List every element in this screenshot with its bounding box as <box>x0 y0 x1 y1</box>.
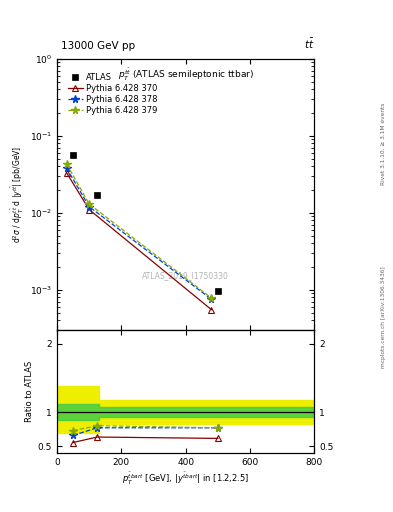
Pythia 6.428 378 <box>87 204 92 210</box>
ATLAS <box>215 288 220 294</box>
Text: ATLAS_2019_I1750330: ATLAS_2019_I1750330 <box>142 271 229 280</box>
Pythia 6.428 378 <box>209 296 214 303</box>
Legend: ATLAS, Pythia 6.428 370, Pythia 6.428 378, Pythia 6.428 379: ATLAS, Pythia 6.428 370, Pythia 6.428 37… <box>66 71 160 117</box>
Pythia 6.428 379 <box>87 201 92 207</box>
Line: ATLAS: ATLAS <box>70 152 221 294</box>
Line: Pythia 6.428 378: Pythia 6.428 378 <box>63 164 215 303</box>
Text: Rivet 3.1.10, ≥ 3.1M events: Rivet 3.1.10, ≥ 3.1M events <box>381 102 386 184</box>
Text: $p_T^{t\bar{t}}$ (ATLAS semileptonic ttbar): $p_T^{t\bar{t}}$ (ATLAS semileptonic ttb… <box>118 67 254 83</box>
Pythia 6.428 370 <box>209 307 214 313</box>
Pythia 6.428 370 <box>64 170 69 176</box>
Line: Pythia 6.428 379: Pythia 6.428 379 <box>63 160 215 302</box>
Text: 13000 GeV pp: 13000 GeV pp <box>61 41 135 51</box>
Y-axis label: d$^2\sigma$ / d$p^{t\bar{t}}_T$ d $|y^{t\bar{t}}|$ [pb/GeV]: d$^2\sigma$ / d$p^{t\bar{t}}_T$ d $|y^{t… <box>9 146 26 243</box>
X-axis label: $p^{\bar{t}bar{t}}_T$ [GeV], $|y^{\bar{t}bar{t}}|$ in [1.2,2.5]: $p^{\bar{t}bar{t}}_T$ [GeV], $|y^{\bar{t… <box>122 471 250 487</box>
Text: mcplots.cern.ch [arXiv:1306.3436]: mcplots.cern.ch [arXiv:1306.3436] <box>381 267 386 368</box>
Line: Pythia 6.428 370: Pythia 6.428 370 <box>64 170 215 313</box>
ATLAS <box>71 152 75 158</box>
Y-axis label: Ratio to ATLAS: Ratio to ATLAS <box>25 361 33 422</box>
Pythia 6.428 378 <box>64 165 69 171</box>
ATLAS <box>95 192 99 198</box>
Pythia 6.428 379 <box>64 161 69 167</box>
Text: $t\bar{t}$: $t\bar{t}$ <box>304 37 314 51</box>
Pythia 6.428 370 <box>87 206 92 212</box>
Pythia 6.428 379 <box>209 295 214 301</box>
